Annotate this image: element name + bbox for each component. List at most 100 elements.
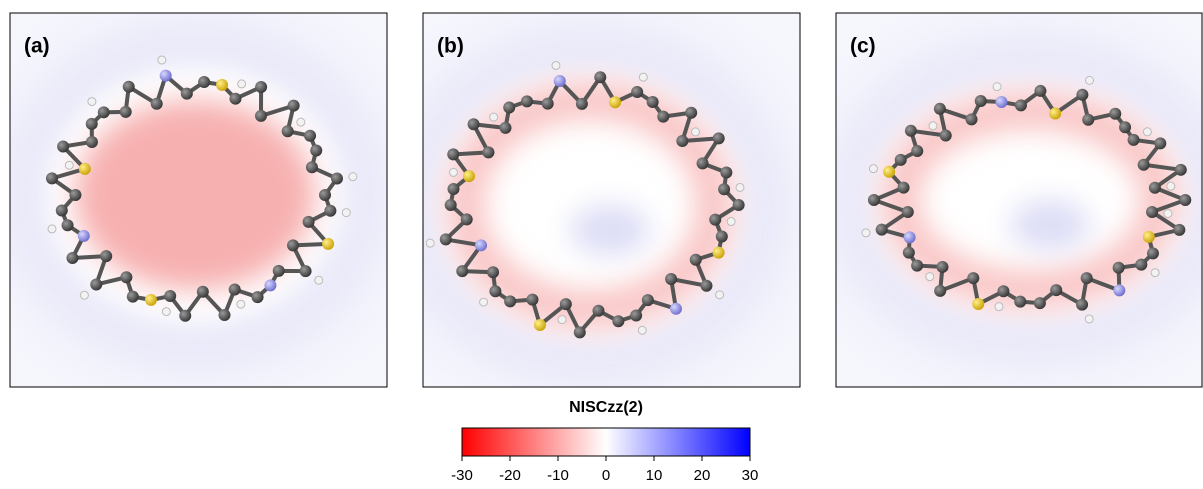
atom bbox=[1034, 84, 1047, 97]
atom bbox=[712, 132, 725, 145]
atom bbox=[669, 302, 682, 315]
atom bbox=[911, 145, 924, 158]
hydrogen bbox=[551, 60, 561, 70]
atom bbox=[901, 205, 914, 218]
tick-label: -20 bbox=[499, 467, 521, 484]
atom bbox=[612, 315, 625, 328]
atom bbox=[712, 246, 725, 259]
center-shielding bbox=[1010, 200, 1090, 250]
atom bbox=[1135, 258, 1148, 271]
colorbar: NISCzz(2) -30 -20 -10 0 10 20 30 bbox=[451, 399, 758, 484]
atom bbox=[144, 293, 157, 306]
panels: (a) (b) (c) bbox=[9, 12, 1203, 388]
tick-label: -10 bbox=[547, 467, 569, 484]
atom bbox=[875, 223, 888, 236]
atom bbox=[126, 290, 139, 303]
atom bbox=[995, 96, 1008, 109]
atom bbox=[61, 219, 74, 232]
atom bbox=[1014, 99, 1027, 112]
atom bbox=[520, 95, 533, 108]
atom bbox=[718, 183, 731, 196]
panel-frame bbox=[835, 12, 1203, 388]
atom bbox=[657, 110, 670, 123]
atom bbox=[196, 285, 209, 298]
panel-frame bbox=[422, 12, 801, 388]
atom bbox=[894, 153, 907, 166]
atom bbox=[251, 291, 264, 304]
panel-frame bbox=[9, 12, 388, 388]
atom bbox=[228, 283, 241, 296]
panel-label: (c) bbox=[850, 35, 876, 58]
atom bbox=[218, 309, 231, 322]
atom bbox=[456, 265, 469, 278]
atom bbox=[997, 285, 1010, 298]
tick-label: 30 bbox=[742, 467, 759, 484]
atom bbox=[902, 246, 915, 259]
atom bbox=[272, 264, 285, 277]
atom bbox=[45, 172, 58, 185]
atom bbox=[533, 318, 546, 331]
atom bbox=[503, 101, 516, 114]
hydrogen bbox=[489, 112, 499, 122]
atom bbox=[287, 99, 300, 112]
atom bbox=[696, 157, 709, 170]
atom bbox=[150, 97, 163, 110]
atom bbox=[897, 181, 910, 194]
atom bbox=[286, 239, 299, 252]
atom bbox=[120, 271, 133, 284]
atom bbox=[974, 95, 987, 108]
atom bbox=[1119, 121, 1132, 134]
atom bbox=[254, 109, 267, 122]
atom bbox=[179, 309, 192, 322]
atom bbox=[482, 146, 495, 159]
atom bbox=[1127, 133, 1140, 146]
atom bbox=[646, 96, 659, 109]
atom bbox=[867, 194, 880, 206]
hydrogen bbox=[1166, 181, 1176, 191]
atom bbox=[447, 183, 460, 196]
atom bbox=[264, 279, 277, 292]
atom bbox=[487, 266, 500, 279]
hydrogen bbox=[161, 307, 171, 317]
atom bbox=[526, 293, 539, 306]
hydrogen bbox=[994, 302, 1004, 312]
atom bbox=[1179, 194, 1192, 206]
atom bbox=[594, 71, 607, 84]
atom bbox=[715, 230, 728, 243]
atom bbox=[460, 213, 473, 226]
atom bbox=[90, 278, 103, 291]
atom bbox=[85, 117, 98, 130]
hydrogen bbox=[348, 172, 358, 182]
hydrogen bbox=[638, 72, 648, 82]
atom bbox=[1076, 88, 1089, 101]
hydrogen bbox=[296, 117, 306, 127]
hydrogen bbox=[314, 275, 324, 285]
atom bbox=[1173, 223, 1186, 236]
atom bbox=[609, 96, 622, 109]
colorbar-title: NISCzz(2) bbox=[569, 399, 643, 416]
hydrogen bbox=[735, 182, 745, 192]
hydrogen bbox=[868, 164, 878, 174]
atom bbox=[1146, 247, 1159, 260]
atom bbox=[1109, 107, 1122, 120]
atom bbox=[444, 199, 457, 211]
atom bbox=[1076, 298, 1089, 311]
atom bbox=[732, 199, 745, 211]
atom bbox=[541, 97, 554, 110]
hydrogen bbox=[925, 272, 935, 282]
hydrogen bbox=[79, 290, 89, 300]
hydrogen bbox=[726, 217, 736, 227]
atom bbox=[322, 237, 335, 250]
hydrogen bbox=[715, 290, 725, 300]
atom bbox=[709, 213, 722, 226]
atom bbox=[475, 239, 488, 252]
atom bbox=[180, 87, 193, 100]
center-shielding bbox=[570, 205, 650, 255]
atom bbox=[57, 140, 70, 153]
atom bbox=[972, 297, 985, 310]
atom bbox=[1112, 261, 1125, 274]
atom bbox=[1082, 113, 1095, 126]
tick-label: -30 bbox=[451, 467, 473, 484]
